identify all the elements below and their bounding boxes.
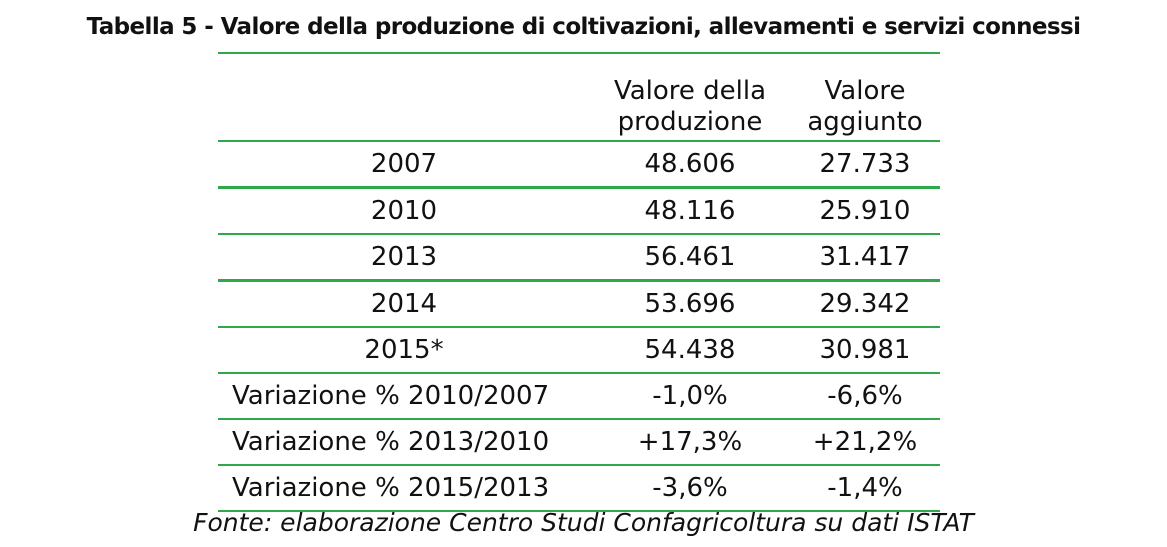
cell-produzione: 53.696	[590, 280, 790, 328]
row-label: 2013	[218, 234, 590, 282]
row-label: 2007	[218, 141, 590, 189]
row-label: 2015*	[218, 327, 590, 374]
source-note: Fonte: elaborazione Centro Studi Confagr…	[193, 508, 974, 537]
table-row: 2014 53.696 29.342	[218, 280, 940, 328]
row-label: 2010	[218, 187, 590, 235]
table-row: 2015* 54.438 30.981	[218, 327, 940, 374]
table-row: 2013 56.461 31.417	[218, 234, 940, 282]
data-table-container: Valore della produzione Valore aggiunto …	[218, 52, 940, 512]
row-label: Variazione % 2010/2007	[218, 373, 590, 420]
cell-aggiunto: 29.342	[790, 280, 940, 328]
cell-aggiunto: 25.910	[790, 187, 940, 235]
row-label: Variazione % 2013/2010	[218, 419, 590, 466]
cell-produzione: -3,6%	[590, 465, 790, 512]
cell-produzione: 56.461	[590, 234, 790, 282]
table-row: 2007 48.606 27.733	[218, 141, 940, 189]
cell-aggiunto: 31.417	[790, 234, 940, 282]
cell-aggiunto: +21,2%	[790, 419, 940, 466]
header-line: produzione	[617, 107, 763, 137]
table-row: Variazione % 2010/2007 -1,0% -6,6%	[218, 373, 940, 420]
header-line: aggiunto	[807, 107, 923, 137]
table-row: Variazione % 2015/2013 -3,6% -1,4%	[218, 465, 940, 512]
table-title: Tabella 5 - Valore della produzione di c…	[86, 14, 1081, 40]
row-label: 2014	[218, 280, 590, 328]
data-table: Valore della produzione Valore aggiunto …	[218, 52, 940, 512]
header-row: Valore della produzione Valore aggiunto	[218, 52, 940, 142]
cell-aggiunto: -1,4%	[790, 465, 940, 512]
cell-aggiunto: 30.981	[790, 327, 940, 374]
cell-produzione: 48.116	[590, 187, 790, 235]
row-label: Variazione % 2015/2013	[218, 465, 590, 512]
table-row: Variazione % 2013/2010 +17,3% +21,2%	[218, 419, 940, 466]
header-valore-produzione: Valore della produzione	[590, 52, 790, 142]
header-valore-aggiunto: Valore aggiunto	[790, 52, 940, 142]
header-line: Valore	[824, 76, 906, 106]
cell-produzione: +17,3%	[590, 419, 790, 466]
cell-aggiunto: 27.733	[790, 141, 940, 189]
header-empty	[218, 52, 590, 142]
cell-produzione: 54.438	[590, 327, 790, 374]
header-line: Valore della	[613, 76, 767, 106]
cell-produzione: -1,0%	[590, 373, 790, 420]
cell-aggiunto: -6,6%	[790, 373, 940, 420]
table-row: 2010 48.116 25.910	[218, 187, 940, 235]
cell-produzione: 48.606	[590, 141, 790, 189]
